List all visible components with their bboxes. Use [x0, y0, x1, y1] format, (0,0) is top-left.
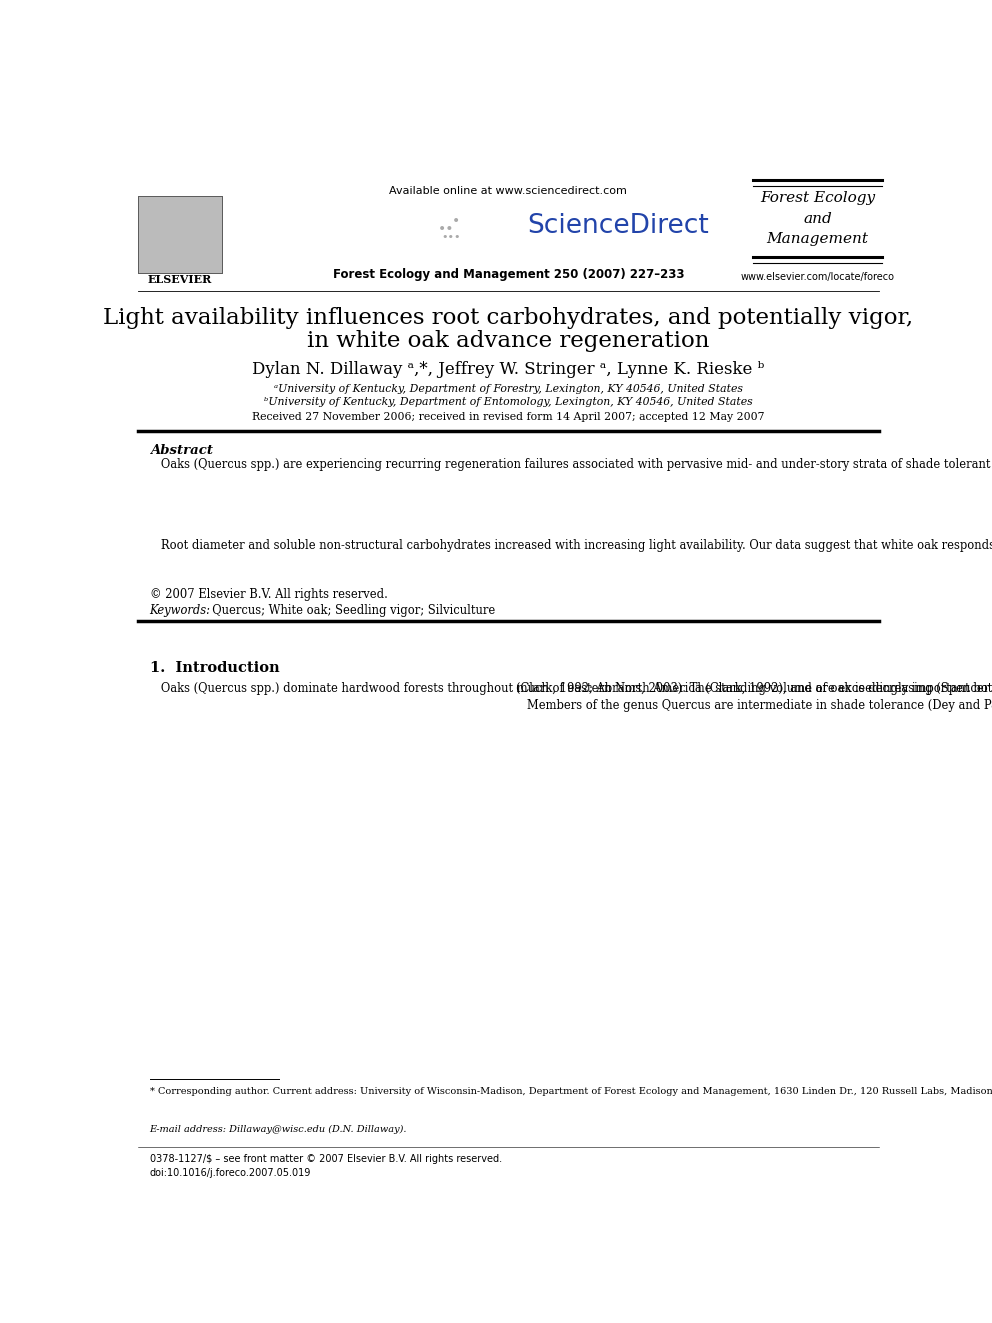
Text: ᵇUniversity of Kentucky, Department of Entomology, Lexington, KY 40546, United S: ᵇUniversity of Kentucky, Department of E…: [264, 397, 753, 407]
Text: •: •: [451, 214, 460, 228]
Bar: [138, 196, 221, 273]
Text: Root diameter and soluble non-structural carbohydrates increased with increasing: Root diameter and soluble non-structural…: [150, 540, 992, 552]
Bar: [138, 196, 221, 273]
Text: •••: •••: [441, 232, 461, 242]
Text: Quercus; White oak; Seedling vigor; Silviculture: Quercus; White oak; Seedling vigor; Silv…: [204, 603, 495, 617]
Text: Forest Ecology and Management 250 (2007) 227–233: Forest Ecology and Management 250 (2007)…: [332, 269, 684, 280]
Text: Oaks (Quercus spp.) dominate hardwood forests throughout much of eastern North A: Oaks (Quercus spp.) dominate hardwood fo…: [150, 683, 992, 696]
Text: ••: ••: [437, 222, 454, 235]
Text: © 2007 Elsevier B.V. All rights reserved.: © 2007 Elsevier B.V. All rights reserved…: [150, 589, 388, 602]
Text: Keywords:: Keywords:: [150, 603, 210, 617]
Text: ScienceDirect: ScienceDirect: [527, 213, 708, 238]
Text: Received 27 November 2006; received in revised form 14 April 2007; accepted 12 M: Received 27 November 2006; received in r…: [252, 411, 765, 422]
Text: 0378-1127/$ – see front matter © 2007 Elsevier B.V. All rights reserved.
doi:10.: 0378-1127/$ – see front matter © 2007 El…: [150, 1155, 502, 1177]
Text: ELSEVIER: ELSEVIER: [148, 274, 212, 286]
Text: (Clark, 1992; Abrams, 2003). The standing volume of oak is decreasing (Spencer a: (Clark, 1992; Abrams, 2003). The standin…: [516, 683, 992, 712]
Text: * Corresponding author. Current address: University of Wisconsin-Madison, Depart: * Corresponding author. Current address:…: [150, 1086, 992, 1095]
Text: Forest Ecology
and
Management: Forest Ecology and Management: [760, 191, 875, 246]
Text: Available online at www.sciencedirect.com: Available online at www.sciencedirect.co…: [390, 185, 627, 196]
Text: Oaks (Quercus spp.) are experiencing recurring regeneration failures associated : Oaks (Quercus spp.) are experiencing rec…: [150, 458, 992, 471]
Text: Light availability influences root carbohydrates, and potentially vigor,: Light availability influences root carbo…: [103, 307, 914, 329]
Text: 1.  Introduction: 1. Introduction: [150, 660, 279, 675]
Text: E-mail address: Dillaway@wisc.edu (D.N. Dillaway).: E-mail address: Dillaway@wisc.edu (D.N. …: [150, 1125, 407, 1134]
Text: Abstract: Abstract: [150, 445, 212, 458]
Text: in white oak advance regeneration: in white oak advance regeneration: [308, 329, 709, 352]
Text: ᵃUniversity of Kentucky, Department of Forestry, Lexington, KY 40546, United Sta: ᵃUniversity of Kentucky, Department of F…: [274, 385, 743, 394]
Text: Dylan N. Dillaway ᵃ,*, Jeffrey W. Stringer ᵃ, Lynne K. Rieske ᵇ: Dylan N. Dillaway ᵃ,*, Jeffrey W. String…: [252, 360, 765, 377]
Text: www.elsevier.com/locate/foreco: www.elsevier.com/locate/foreco: [741, 273, 895, 282]
